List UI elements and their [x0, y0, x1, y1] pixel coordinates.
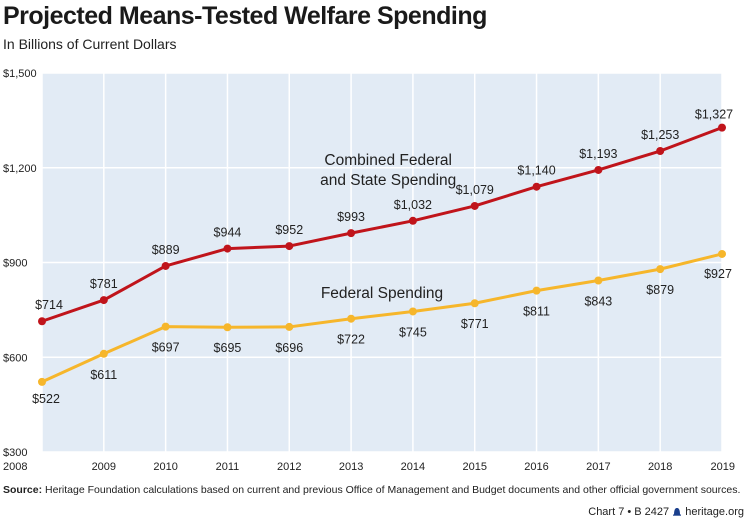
- data-point: [347, 314, 356, 323]
- data-label: $843: [584, 295, 612, 309]
- data-label: $1,079: [456, 183, 494, 197]
- data-point: [99, 349, 108, 358]
- data-point: [223, 323, 232, 332]
- chart-number: Chart 7 • B 2427: [588, 506, 670, 518]
- data-label: $522: [32, 392, 60, 406]
- data-point: [99, 296, 108, 305]
- x-tick-label: 2015: [462, 461, 486, 473]
- data-point: [594, 276, 603, 285]
- data-point: [656, 265, 665, 274]
- data-point: [470, 299, 479, 308]
- data-label: $697: [152, 341, 180, 355]
- data-label: $889: [152, 243, 180, 257]
- y-tick-label: $1,200: [3, 163, 37, 175]
- y-tick-label: $900: [3, 258, 27, 270]
- x-tick-label: 2013: [339, 461, 363, 473]
- x-tick-label: 2011: [216, 461, 240, 473]
- data-point: [38, 377, 46, 386]
- data-point: [223, 244, 232, 253]
- data-point: [347, 229, 356, 238]
- data-point: [594, 165, 603, 174]
- site-link[interactable]: heritage.org: [685, 506, 744, 518]
- x-tick-label: 2017: [586, 461, 610, 473]
- series-name-label: Combined Federal: [324, 152, 452, 169]
- data-point: [656, 147, 665, 156]
- chart-title: Projected Means-Tested Welfare Spending: [3, 2, 487, 30]
- data-label: $993: [337, 210, 365, 224]
- data-label: $745: [399, 325, 427, 339]
- chart-subtitle: In Billions of Current Dollars: [3, 36, 177, 52]
- data-point: [161, 261, 170, 270]
- data-point: [718, 123, 726, 132]
- series-line: [41, 126, 723, 323]
- y-tick-label: $1,500: [3, 68, 37, 80]
- data-label: $722: [337, 333, 365, 347]
- x-tick-label: 2012: [277, 461, 301, 473]
- data-label: $879: [646, 283, 674, 297]
- data-point: [532, 286, 541, 295]
- data-point: [408, 307, 417, 316]
- data-label: $714: [35, 298, 63, 312]
- data-label: $1,327: [695, 108, 733, 122]
- data-label: $771: [461, 317, 489, 331]
- data-label: $944: [214, 226, 242, 240]
- data-label: $952: [275, 223, 303, 237]
- x-tick-label: 2014: [401, 461, 425, 473]
- data-label: $611: [90, 368, 117, 382]
- chart-credit: Chart 7 • B 2427 heritage.org: [588, 506, 744, 518]
- data-point: [285, 322, 294, 331]
- x-tick-label: 2010: [153, 461, 177, 473]
- liberty-bell-icon: [673, 508, 682, 516]
- data-label: $1,032: [394, 198, 432, 212]
- data-point: [285, 242, 294, 251]
- series-name-label: and State Spending: [320, 172, 456, 189]
- data-point: [38, 317, 46, 326]
- data-label: $927: [704, 267, 732, 281]
- data-label: $696: [275, 341, 303, 355]
- data-point: [470, 201, 479, 210]
- data-label: $811: [523, 305, 550, 319]
- data-point: [718, 249, 726, 258]
- source-note: Source: Heritage Foundation calculations…: [3, 484, 740, 496]
- series-line: [41, 252, 723, 384]
- source-text: Heritage Foundation calculations based o…: [45, 484, 741, 496]
- x-tick-label: 2008: [3, 461, 27, 473]
- y-tick-label: $600: [3, 352, 27, 364]
- data-label: $1,193: [579, 147, 617, 161]
- data-point: [532, 182, 541, 191]
- x-tick-label: 2018: [648, 461, 672, 473]
- x-tick-label: 2019: [711, 461, 735, 473]
- data-label: $781: [90, 277, 118, 291]
- series-name-label: Federal Spending: [321, 285, 443, 302]
- data-point: [161, 322, 170, 331]
- x-tick-label: 2016: [524, 461, 548, 473]
- data-label: $1,140: [517, 164, 555, 178]
- source-label: Source:: [3, 484, 43, 496]
- data-label: $1,253: [641, 128, 679, 142]
- data-label: $695: [214, 341, 242, 355]
- data-point: [408, 216, 417, 225]
- y-tick-label: $300: [3, 447, 27, 459]
- x-tick-label: 2009: [92, 461, 116, 473]
- line-chart: $300 $600 $900 $1,200 $1,500 2008 2009 2010 2011…: [3, 68, 735, 473]
